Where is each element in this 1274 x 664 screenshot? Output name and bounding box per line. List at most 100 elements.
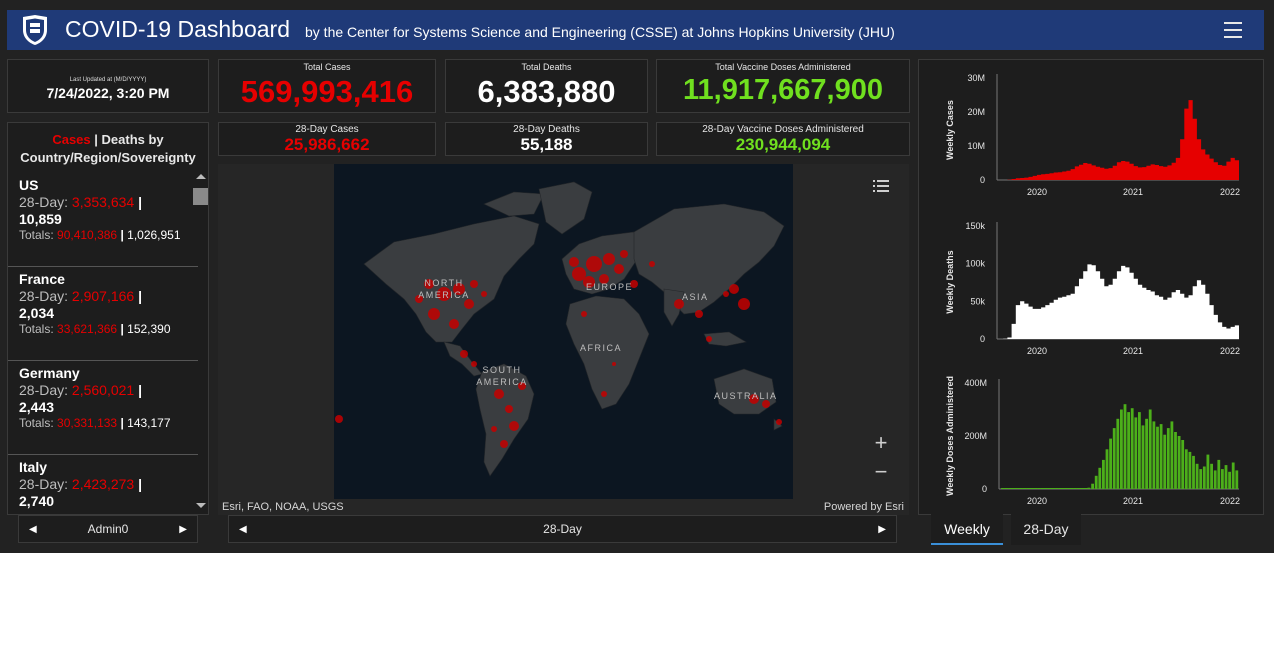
admin-pager: ◀ Admin0 ▶: [18, 515, 198, 543]
total-cases-value: 569,993,416: [240, 74, 414, 109]
list-item[interactable]: US 28-Day: 3,353,634 | 10,859 Totals: 90…: [8, 173, 198, 267]
scroll-thumb[interactable]: [193, 188, 208, 205]
x-tick-label: 2021: [1123, 496, 1143, 506]
country-list-title: Cases | Deaths by Country/Region/Soverei…: [8, 131, 208, 167]
charts-panel: 0 10M 20M 30M 2020 2021 2022 Weekly Cases 0 50k 10…: [918, 59, 1264, 515]
y-tick-label: 0: [980, 175, 985, 185]
day28-deaths: 2,443: [19, 399, 55, 415]
total-vaccine-panel: Total Vaccine Doses Administered 11,917,…: [656, 59, 910, 113]
list-item[interactable]: Italy 28-Day: 2,423,273 | 2,740: [8, 455, 198, 514]
last-updated-label: Last Updated at (M/D/YYYY): [69, 77, 147, 83]
day28-vaccine-panel: 28-Day Vaccine Doses Administered 230,94…: [656, 122, 910, 156]
bar: [1235, 470, 1239, 489]
powered-by-esri[interactable]: Powered by Esri: [823, 501, 904, 513]
world-map[interactable]: NORTH AMERICA EUROPE ASIA AFRICA SOUTH A…: [334, 164, 793, 499]
header-bar: COVID-19 Dashboard by the Center for Sys…: [7, 10, 1264, 50]
map-view[interactable]: NORTH AMERICA EUROPE ASIA AFRICA SOUTH A…: [218, 164, 909, 515]
zoom-out-button[interactable]: −: [874, 459, 888, 484]
bar: [1073, 488, 1077, 489]
total-deaths: 152,390: [127, 322, 171, 336]
y-tick-label: 20M: [967, 107, 985, 117]
dashboard-app: COVID-19 Dashboard by the Center for Sys…: [0, 0, 1274, 553]
y-tick-label: 400M: [964, 378, 987, 388]
x-tick-label: 2022: [1220, 346, 1240, 356]
bar: [1181, 440, 1185, 489]
country-name: US: [19, 177, 39, 193]
total-cases: 90,410,386: [57, 228, 118, 242]
day28-cases: 2,423,273: [71, 476, 135, 492]
day28-deaths: 10,859: [19, 211, 62, 227]
weekly-charts: 0 10M 20M 30M 2020 2021 2022 Weekly Cases 0 50k 10…: [945, 73, 1240, 506]
bar: [1199, 469, 1203, 489]
bar: [1065, 488, 1070, 489]
list-item[interactable]: Germany 28-Day: 2,560,021 | 2,443 Totals…: [8, 361, 198, 455]
case-dots: [335, 250, 782, 448]
bar: [1166, 428, 1170, 489]
bar: [1083, 488, 1088, 489]
bar: [1080, 488, 1085, 489]
bar: [1170, 421, 1174, 489]
bar: [1213, 470, 1217, 489]
bar: [1159, 424, 1163, 489]
total-deaths: 143,177: [127, 416, 171, 430]
scroll-down-icon[interactable]: [196, 503, 206, 508]
bar: [1011, 488, 1016, 489]
bar: [1069, 488, 1074, 489]
country-list-scrollbar[interactable]: [192, 170, 209, 514]
bar: [1145, 418, 1148, 489]
bar: [1094, 475, 1098, 490]
bar: [1221, 469, 1224, 489]
legend-list-icon[interactable]: [867, 176, 895, 204]
scroll-up-icon[interactable]: [196, 174, 206, 179]
totals-label: Totals:: [19, 322, 54, 336]
day28-label: 28-Day:: [19, 288, 69, 304]
prev-arrow-icon[interactable]: ◀: [239, 524, 247, 535]
y-tick-label: 150k: [965, 221, 985, 231]
hamburger-menu-icon[interactable]: [1224, 22, 1242, 38]
next-arrow-icon[interactable]: ▶: [878, 524, 886, 535]
tab-28-day[interactable]: 28-Day: [1011, 514, 1081, 545]
deaths-toggle-link[interactable]: Deaths by: [101, 132, 164, 147]
x-tick-label: 2020: [1027, 346, 1047, 356]
bar: [1141, 425, 1145, 489]
bar: [1156, 426, 1159, 489]
bar: [1058, 488, 1063, 489]
bar: [1152, 421, 1156, 489]
prev-arrow-icon[interactable]: ◀: [29, 524, 37, 535]
y-tick-label: 200M: [964, 431, 987, 441]
cases-toggle-link[interactable]: Cases: [52, 132, 91, 147]
y-axis-label: Weekly Cases: [945, 100, 955, 160]
bar: [1112, 428, 1116, 489]
total-cases-label: Total Cases: [303, 62, 351, 72]
bar: [1004, 488, 1009, 489]
bar: [1026, 488, 1030, 489]
bar: [1029, 488, 1034, 489]
total-deaths-panel: Total Deaths 6,383,880: [445, 59, 648, 113]
day28-label: 28-Day:: [19, 476, 69, 492]
x-tick-label: 2022: [1220, 496, 1240, 506]
jhu-shield-icon: [23, 15, 47, 45]
admin-pager-label: Admin0: [87, 522, 129, 536]
bar: [1177, 436, 1181, 489]
day28-label: 28-Day:: [19, 194, 69, 210]
day28-vaccine-value: 230,944,094: [735, 135, 831, 154]
bar: [1217, 459, 1221, 490]
bar: [1192, 455, 1195, 489]
list-item[interactable]: France 28-Day: 2,907,166 | 2,034 Totals:…: [8, 267, 198, 361]
day28-vaccine-label: 28-Day Vaccine Doses Administered: [702, 124, 864, 135]
total-vaccine-label: Total Vaccine Doses Administered: [715, 62, 851, 72]
bar: [1228, 471, 1231, 489]
total-cases-panel: Total Cases 569,993,416: [218, 59, 436, 113]
next-arrow-icon[interactable]: ▶: [179, 524, 187, 535]
bar: [1051, 488, 1056, 489]
tab-weekly[interactable]: Weekly: [931, 514, 1003, 545]
day28-deaths: 2,740: [19, 493, 55, 509]
label-europe: EUROPE: [586, 282, 634, 292]
bar: [1015, 488, 1020, 489]
total-deaths: 1,026,951: [127, 228, 181, 242]
day28-label: 28-Day:: [19, 382, 69, 398]
bar: [1138, 412, 1141, 489]
zoom-in-button[interactable]: +: [874, 430, 888, 455]
bar: [1127, 412, 1130, 489]
day28-cases-value: 25,986,662: [284, 135, 370, 154]
